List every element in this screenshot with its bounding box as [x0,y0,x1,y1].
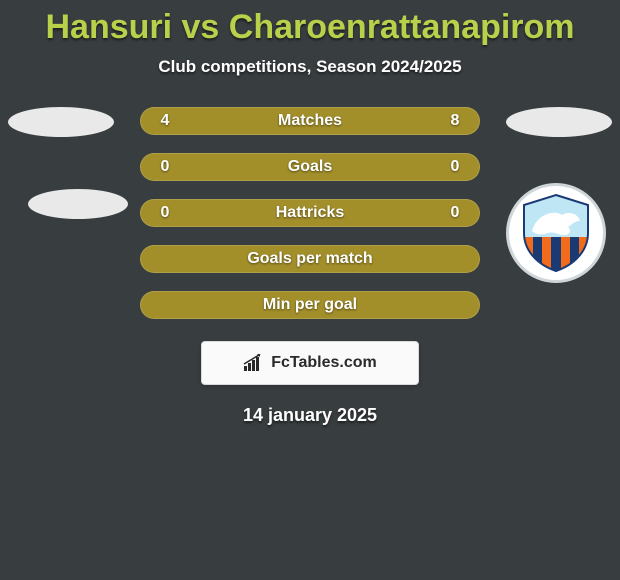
stat-right-value: 8 [445,112,465,130]
stat-left-value: 4 [155,112,175,130]
stat-bar: 4Matches8 [140,107,480,135]
stat-left-value: 0 [155,204,175,222]
content-area: 4Matches80Goals00Hattricks0Goals per mat… [0,107,620,426]
stat-bar: Goals per match [140,245,480,273]
right-oval [506,107,612,137]
left-oval-1 [8,107,114,137]
fctables-attribution[interactable]: FcTables.com [201,341,419,385]
stat-bars: 4Matches80Goals00Hattricks0Goals per mat… [140,107,480,319]
stat-right-value: 0 [445,158,465,176]
stat-label: Min per goal [175,296,445,314]
stat-bar: Min per goal [140,291,480,319]
fctables-text: FcTables.com [271,354,377,372]
stat-bar: 0Goals0 [140,153,480,181]
right-team-area [506,107,612,283]
stat-bar: 0Hattricks0 [140,199,480,227]
page-title: Hansuri vs Charoenrattanapirom [0,0,620,47]
stat-label: Hattricks [175,204,445,222]
team-badge-icon [514,191,598,275]
left-team-area [8,107,128,219]
subtitle: Club competitions, Season 2024/2025 [0,57,620,77]
stat-left-value: 0 [155,158,175,176]
stat-right-value: 0 [445,204,465,222]
stat-label: Goals per match [175,250,445,268]
stat-label: Goals [175,158,445,176]
bar-chart-icon [243,354,265,372]
stat-label: Matches [175,112,445,130]
date-text: 14 january 2025 [0,405,620,426]
team-badge [506,183,606,283]
left-oval-2 [28,189,128,219]
